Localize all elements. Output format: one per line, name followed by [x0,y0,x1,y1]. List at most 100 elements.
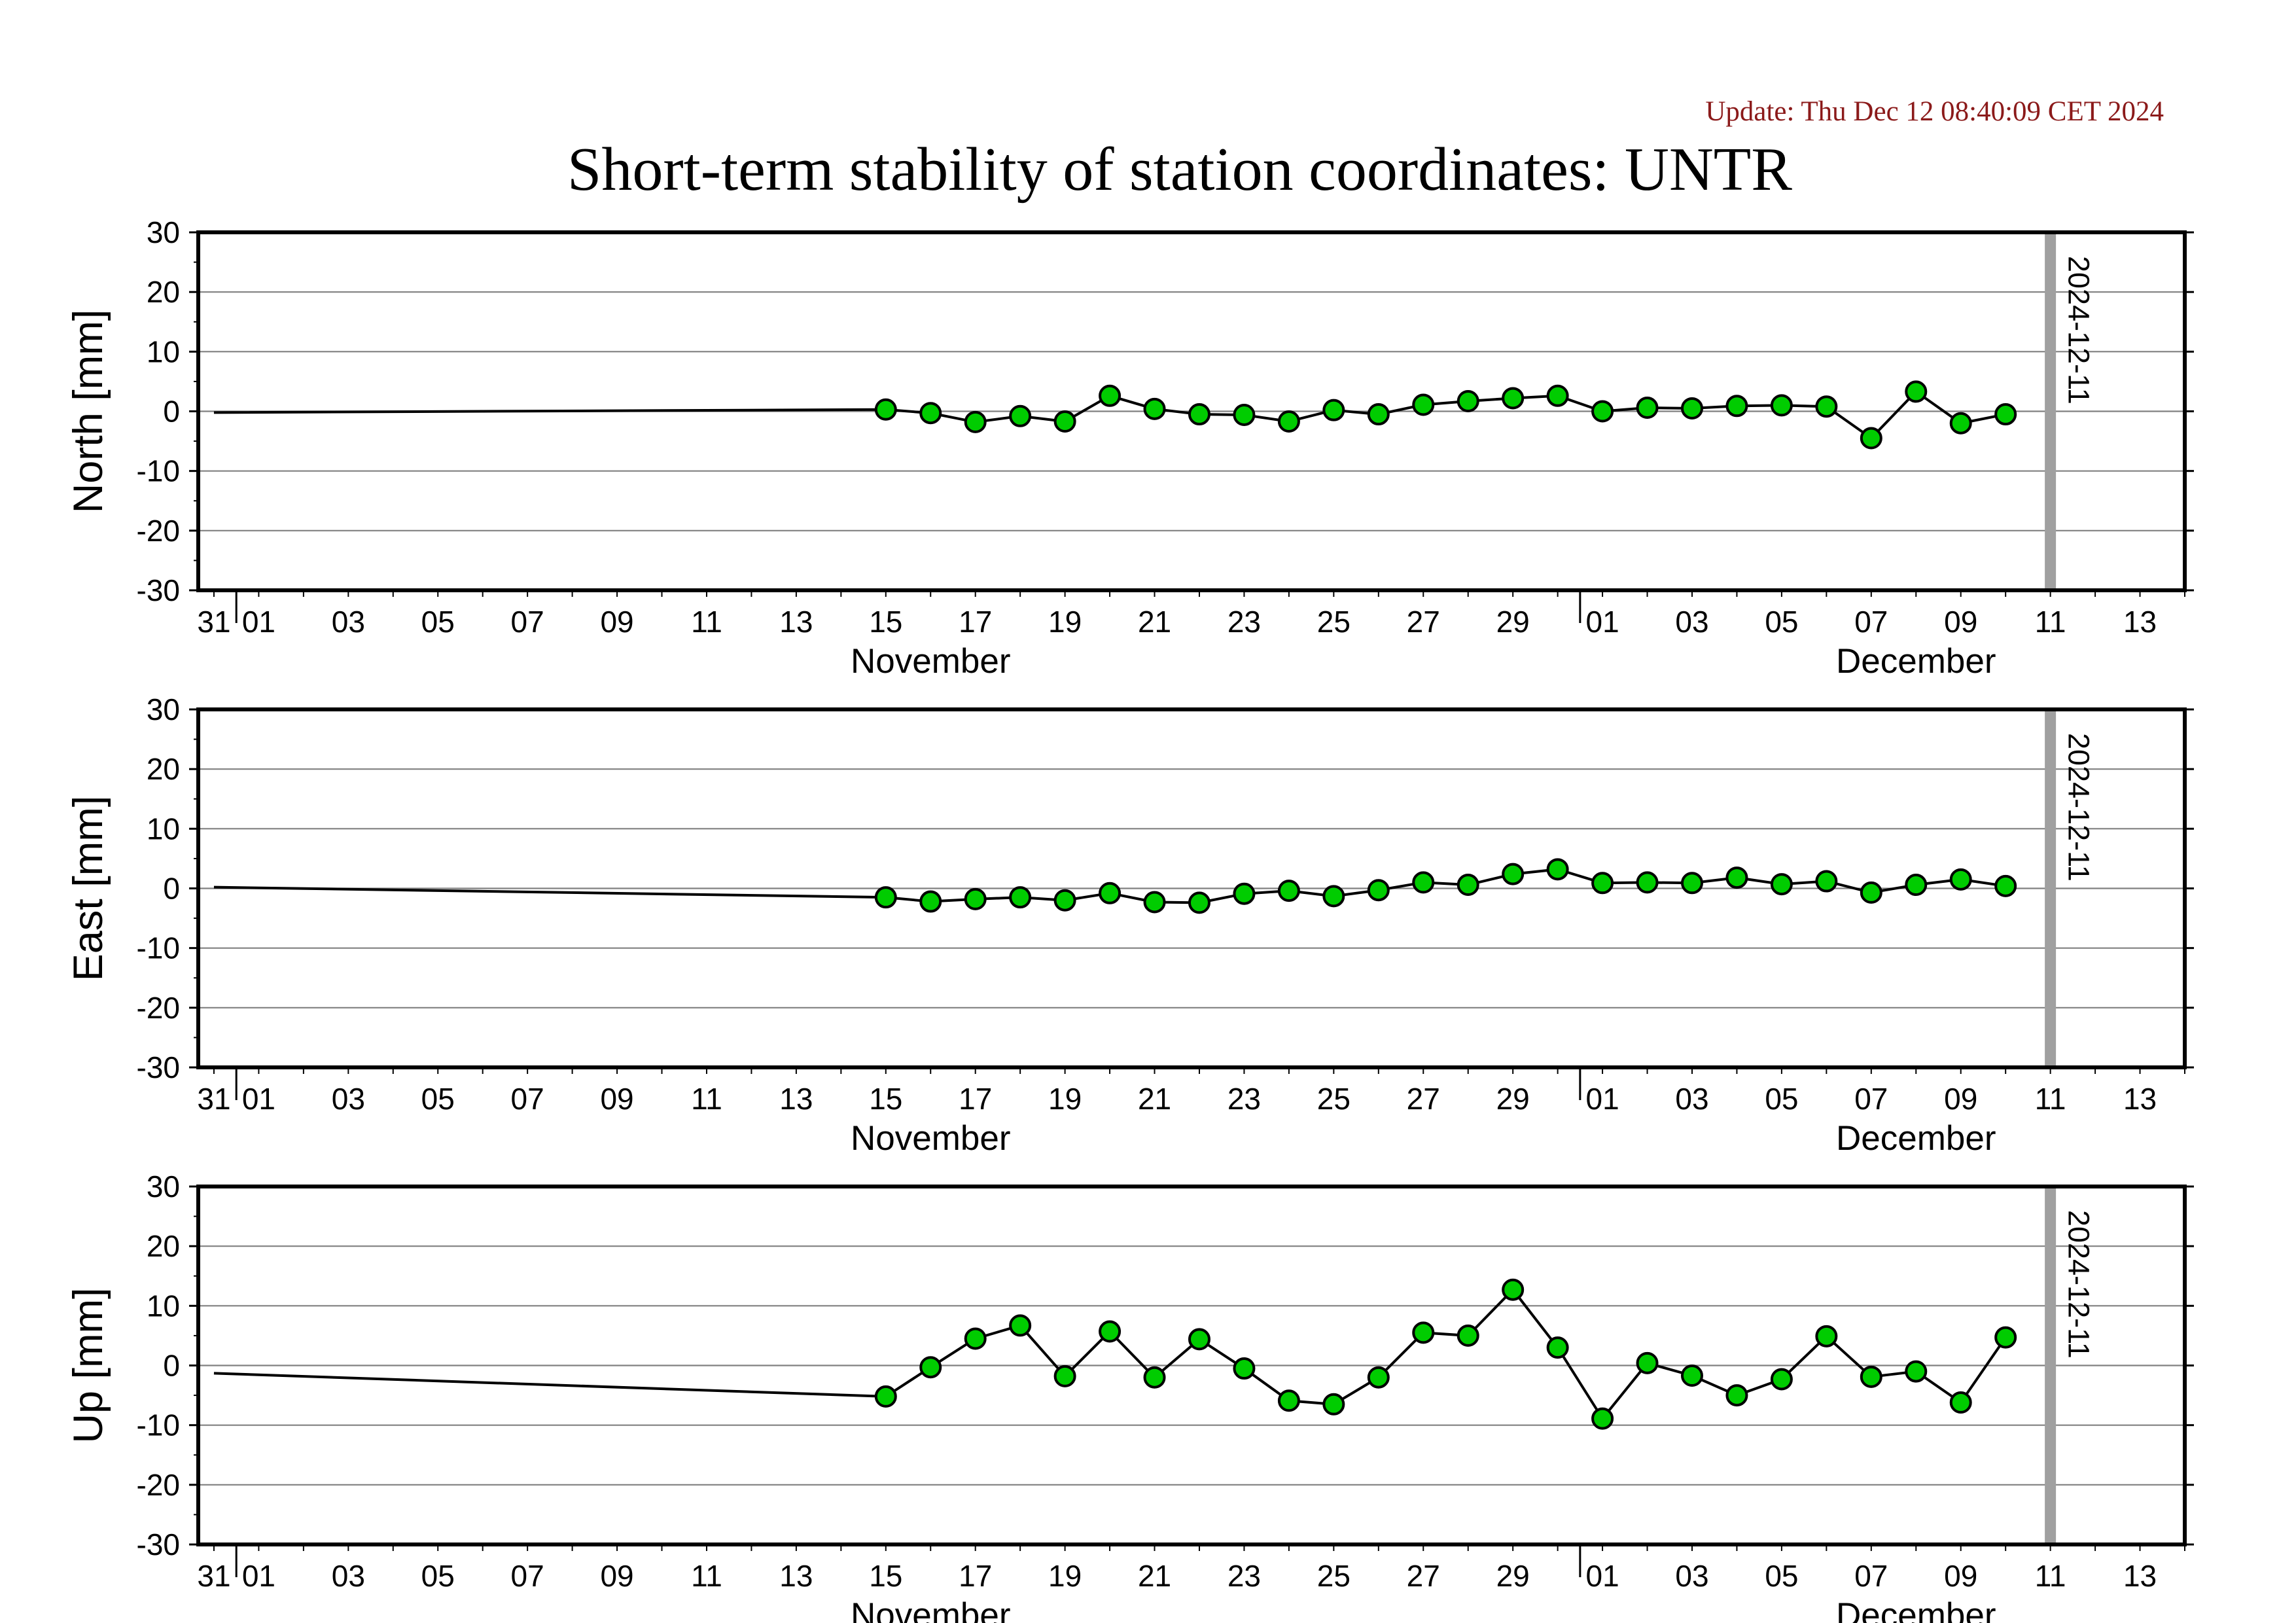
x-tick-label: 07 [1854,605,1888,639]
x-tick-label: 21 [1138,605,1171,639]
x-tick-label: 03 [1675,1559,1708,1593]
x-tick-label: 09 [600,605,633,639]
x-tick-label: 13 [779,1559,813,1593]
y-tick-label: 10 [147,812,180,846]
x-tick-label: 11 [691,605,722,639]
x-tick-label: 09 [1944,1559,1977,1593]
data-point [1860,881,1882,904]
data-point [1099,1320,1122,1343]
data-point [919,402,942,425]
x-month-label: December [1836,1596,1996,1623]
y-tick-label: -30 [137,573,180,607]
data-point [1591,1407,1614,1430]
panel-up: 2024-12-11 30 20 10 0 -10 -20 -30 Up [mm] 31 01 03 0… [65,1169,2194,1623]
data-point [874,886,897,909]
x-tick-label: 31 [197,1082,230,1116]
data-point [964,1327,987,1350]
y-tick-label: 20 [147,275,180,309]
data-point [1367,1366,1390,1389]
x-tick-label: 05 [1765,605,1798,639]
data-point [1815,870,1838,893]
data-point [1053,889,1076,912]
x-tick-label: 03 [332,1082,365,1116]
x-tick-label: 21 [1138,1559,1171,1593]
x-tick-label: 29 [1496,1082,1530,1116]
data-point [1770,1368,1793,1391]
x-month-label: December [1836,642,1996,681]
y-tick-label: -10 [137,931,180,965]
x-month-label: November [851,642,1010,681]
data-point [1277,1389,1300,1412]
data-point [1636,871,1659,894]
data-point [1636,397,1659,419]
x-tick-label: 11 [2035,605,2066,639]
y-axis-title: Up [mm] [65,1287,111,1443]
data-point [1680,1364,1703,1387]
data-point [919,890,942,913]
y-tick-label: 20 [147,752,180,786]
data-point [1905,1360,1928,1383]
x-tick-label: 27 [1407,1082,1440,1116]
data-point [1188,403,1210,426]
x-tick-label: 09 [1944,1082,1977,1116]
data-point [1457,390,1479,413]
x-tick-label: 09 [600,1082,633,1116]
x-tick-label: 05 [1765,1559,1798,1593]
data-point [964,887,987,910]
data-point [1367,879,1390,902]
x-tick-label: 15 [869,1559,902,1593]
data-point [1412,1321,1435,1344]
y-axis-title: East [mm] [65,796,111,982]
data-point [1233,882,1256,905]
data-point [1009,1314,1032,1337]
x-tick-label: 07 [511,1082,544,1116]
y-tick-label: -30 [137,1527,180,1561]
y-tick-label: 30 [147,692,180,726]
x-tick-label: 19 [1048,605,1082,639]
x-tick-label: 13 [2123,1082,2157,1116]
x-tick-label: 31 [197,605,230,639]
x-tick-label: 15 [869,1082,902,1116]
data-point [1949,868,1972,891]
chart-title: Short-term stability of station coordina… [567,135,1792,204]
y-tick-label: -10 [137,1408,180,1442]
x-tick-label: 09 [600,1559,633,1593]
data-point [1188,891,1210,914]
x-tick-label: 27 [1407,1559,1440,1593]
data-point [1233,403,1256,426]
x-tick-label: 03 [332,1559,365,1593]
x-tick-label: 03 [1675,605,1708,639]
x-tick-label: 01 [242,1082,275,1116]
data-point [1367,403,1390,426]
x-tick-label: 29 [1496,605,1530,639]
x-tick-label: 31 [197,1559,230,1593]
y-axis-title: North [mm] [65,310,111,514]
data-point [1143,1366,1166,1389]
y-tick-label: -30 [137,1050,180,1084]
x-tick-label: 05 [421,605,455,639]
data-point [874,398,897,421]
x-tick-label: 09 [1944,605,1977,639]
x-tick-label: 01 [1585,1559,1619,1593]
data-point [1233,1357,1256,1380]
x-tick-label: 07 [511,1559,544,1593]
date-marker-label: 2024-12-11 [2062,256,2096,404]
x-tick-label: 17 [959,1082,992,1116]
data-point [1725,866,1748,889]
data-point [1905,380,1928,403]
data-point [1994,1326,2017,1349]
x-tick-label: 01 [242,1559,275,1593]
data-point [1591,872,1614,895]
x-tick-label: 07 [1854,1559,1888,1593]
update-timestamp: Update: Thu Dec 12 08:40:09 CET 2024 [1705,96,2164,127]
data-point [1680,397,1703,419]
date-marker-label: 2024-12-11 [2062,733,2096,882]
panel-east: 2024-12-11 30 20 10 0 -10 -20 -30 East [mm] 31 01 0… [65,692,2194,1158]
x-tick-label: 15 [869,605,902,639]
x-tick-label: 03 [332,605,365,639]
x-tick-label: 27 [1407,605,1440,639]
data-point [1636,1351,1659,1374]
data-point [1502,863,1525,885]
y-tick-label: -20 [137,991,180,1025]
